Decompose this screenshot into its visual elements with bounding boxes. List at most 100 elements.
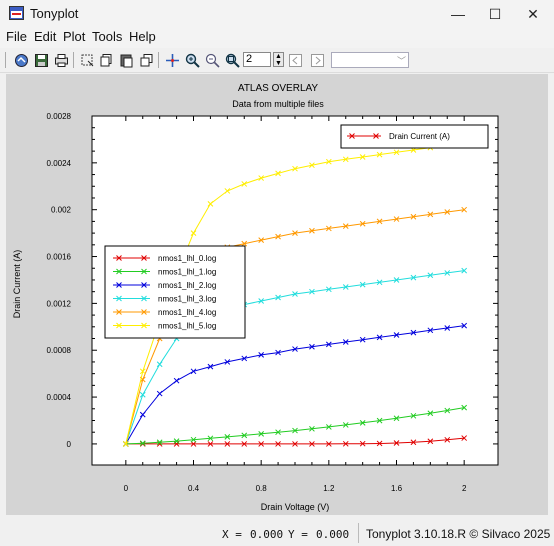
data-point: [224, 188, 231, 194]
data-point: [427, 410, 434, 417]
data-point: [427, 438, 434, 445]
next-page-icon[interactable]: [309, 52, 325, 68]
title-bar: Tonyplot — ☐ ✕: [0, 0, 554, 28]
zoom-factor-spinner[interactable]: ▲ ▼: [273, 52, 284, 67]
legend-entry-label: nmos1_lhl_5.log: [158, 322, 216, 331]
zoom-out-icon[interactable]: [204, 52, 220, 68]
menu-plot[interactable]: Plot: [63, 29, 86, 44]
copy-icon[interactable]: [98, 52, 114, 68]
data-point: [393, 216, 400, 222]
data-point: [258, 237, 265, 243]
data-point: [393, 332, 400, 338]
save-icon[interactable]: [33, 52, 49, 68]
data-point: [359, 440, 366, 447]
load-icon[interactable]: [13, 52, 29, 68]
data-point: [359, 154, 366, 160]
y-tick-label: 0.0008: [47, 346, 72, 355]
x-tick-label: 0.8: [256, 484, 268, 493]
data-point: [461, 322, 468, 329]
menu-tools[interactable]: Tools: [92, 29, 123, 44]
axes: 0 0.0004 0.0008 0.0012 0.0016 0.002 0.0024 0.00…: [47, 112, 498, 493]
data-point: [292, 230, 298, 236]
plot-selector-dropdown[interactable]: ﹀: [331, 52, 409, 68]
legend-marker: [141, 295, 147, 302]
window-title: Tonyplot: [30, 6, 79, 21]
atlas-overlay-chart: ATLAS OVERLAY Data from multiple files 0…: [6, 74, 548, 515]
data-point: [393, 149, 400, 156]
y-tick-label: 0.0004: [47, 393, 72, 402]
maximize-button[interactable]: ☐: [488, 5, 502, 22]
data-point: [325, 225, 332, 232]
select-region-icon[interactable]: [79, 52, 95, 68]
y-tick-label: 0.0024: [47, 159, 72, 168]
previous-page-icon[interactable]: [287, 52, 303, 68]
close-button[interactable]: ✕: [527, 5, 539, 22]
data-point: [410, 329, 417, 336]
data-point: [359, 419, 366, 426]
x-tick-label: 0: [124, 484, 129, 493]
data-point: [275, 233, 281, 240]
y-axis-label: Drain Current (A): [12, 250, 22, 319]
data-point: [461, 404, 468, 411]
data-point: [325, 158, 332, 165]
data-point: [393, 440, 400, 446]
series-2: [122, 322, 468, 447]
data-point: [275, 429, 281, 436]
x-tick-label: 0.4: [188, 484, 200, 493]
data-point: [342, 284, 349, 290]
data-point: [258, 298, 265, 304]
data-point: [342, 339, 349, 345]
data-point: [292, 346, 298, 352]
series-legend[interactable]: nmos1_lhl_0.log nmos1_lhl_1.log nmos1_lhl_…: [104, 245, 246, 339]
data-point: [410, 274, 417, 281]
legend-marker: [116, 295, 122, 302]
data-point: [207, 435, 214, 442]
y-coordinate-value: 0.000: [316, 528, 350, 541]
legend-marker: [373, 133, 379, 139]
status-bar: X = 0.000 Y = 0.000 Tonyplot 3.10.18.R ©…: [0, 519, 554, 546]
status-separator: [358, 523, 359, 543]
data-point: [309, 162, 315, 169]
zoom-factor-icon[interactable]: [224, 52, 240, 68]
data-point: [207, 363, 214, 370]
data-point: [173, 377, 180, 384]
data-point: [190, 368, 197, 375]
menu-help[interactable]: Help: [129, 29, 156, 44]
plot-area[interactable]: ATLAS OVERLAY Data from multiple files 0…: [6, 74, 548, 515]
toolbar-grip: [5, 52, 6, 68]
data-point: [461, 206, 468, 213]
y-tick-label: 0.0028: [47, 112, 72, 121]
data-point: [410, 213, 417, 220]
legend-entry-label: nmos1_lhl_1.log: [158, 268, 216, 277]
zoom-in-icon[interactable]: [184, 52, 200, 68]
data-point: [427, 211, 434, 218]
pan-icon[interactable]: [164, 52, 180, 68]
minimize-button[interactable]: —: [451, 6, 465, 22]
data-point: [359, 220, 366, 227]
menu-file[interactable]: File: [6, 29, 27, 44]
data-point: [393, 415, 400, 422]
data-point: [292, 165, 298, 172]
data-point: [275, 349, 281, 356]
data-point: [376, 417, 383, 424]
data-point: [444, 325, 451, 331]
zoom-factor-input[interactable]: 2: [243, 52, 271, 67]
menu-edit[interactable]: Edit: [34, 29, 57, 44]
paste-icon[interactable]: [118, 52, 134, 68]
data-point: [342, 422, 349, 428]
duplicate-icon[interactable]: [138, 52, 154, 68]
legend-marker: [141, 322, 147, 329]
legend-entry-label: nmos1_lhl_2.log: [158, 281, 216, 290]
drain-current-legend[interactable]: Drain Current (A): [340, 124, 489, 149]
data-point: [275, 294, 281, 301]
data-point: [410, 439, 417, 446]
series-layer: [122, 140, 468, 447]
print-icon[interactable]: [53, 52, 69, 68]
data-point: [444, 436, 451, 443]
x-axis-label: Drain Voltage (V): [261, 502, 330, 512]
x-tick-label: 1.2: [323, 484, 335, 493]
data-point: [359, 336, 366, 343]
data-point: [156, 361, 163, 368]
chevron-down-icon: ﹀: [396, 56, 406, 66]
data-point: [410, 412, 417, 419]
